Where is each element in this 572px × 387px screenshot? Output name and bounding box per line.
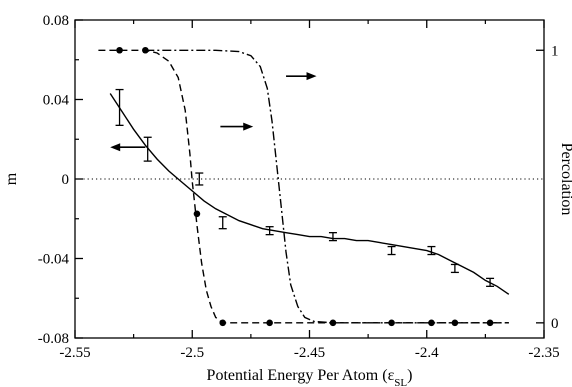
x-axis-title-close: )	[407, 367, 412, 384]
percolation-dashdot-line	[145, 49, 509, 324]
x-tick-label: -2.45	[294, 345, 325, 361]
axis-indicator-arrow	[286, 72, 317, 81]
plot-area	[75, 46, 544, 327]
y-left-tick-label: -0.04	[38, 252, 70, 268]
x-tick-label: -2.5	[180, 345, 204, 361]
axis-indicator-arrow	[110, 143, 146, 152]
arrow-head	[243, 122, 254, 131]
y-left-tick-label: 0.04	[43, 93, 70, 109]
y-left-tick-label: -0.08	[38, 331, 69, 347]
y-right-tick-label: 0	[551, 316, 559, 332]
error-bar-point	[218, 216, 227, 230]
error-bar-point	[195, 172, 204, 186]
x-axis-title-main: Potential Energy Per Atom (ε	[207, 367, 395, 384]
axis-indicator-arrow	[220, 122, 254, 131]
error-bar-point	[387, 245, 396, 256]
y-left-tick-label: 0.08	[43, 13, 69, 29]
x-tick-label: -2.55	[59, 345, 90, 361]
plot-frame	[74, 19, 545, 339]
error-bar-point	[450, 263, 459, 274]
x-axis-title: Potential Energy Per Atom (εSL)	[207, 367, 413, 387]
arrow-head	[110, 143, 121, 152]
percolation-marker	[193, 210, 201, 218]
y-right-tick-label: 1	[551, 43, 559, 59]
percolation-marker	[219, 319, 227, 327]
percolation-marker	[329, 319, 337, 327]
y-axis-title-left: m	[3, 172, 20, 185]
arrow-head	[306, 72, 317, 81]
error-bar-point	[143, 136, 152, 162]
axis-ticks: -2.55 -2.5 -2.45 -2.4 -2.35 -0.08 -0.04 0 0.04 0.…	[38, 13, 560, 361]
error-bar-point	[265, 226, 274, 236]
y-axis-title-right: Percolation	[558, 143, 572, 216]
y-left-tick-label: 0	[62, 172, 70, 188]
percolation-marker	[428, 319, 435, 327]
percolation-dashed-line	[98, 49, 509, 324]
magnetization-fit-line	[109, 93, 510, 295]
x-axis-title-subscript: SL	[394, 377, 407, 387]
x-tick-label: -2.35	[528, 345, 559, 361]
percolation-marker	[266, 319, 273, 327]
x-tick-label: -2.4	[415, 345, 439, 361]
percolation-marker	[116, 46, 123, 54]
error-bar-point	[328, 232, 337, 242]
error-bar-point	[427, 245, 436, 256]
